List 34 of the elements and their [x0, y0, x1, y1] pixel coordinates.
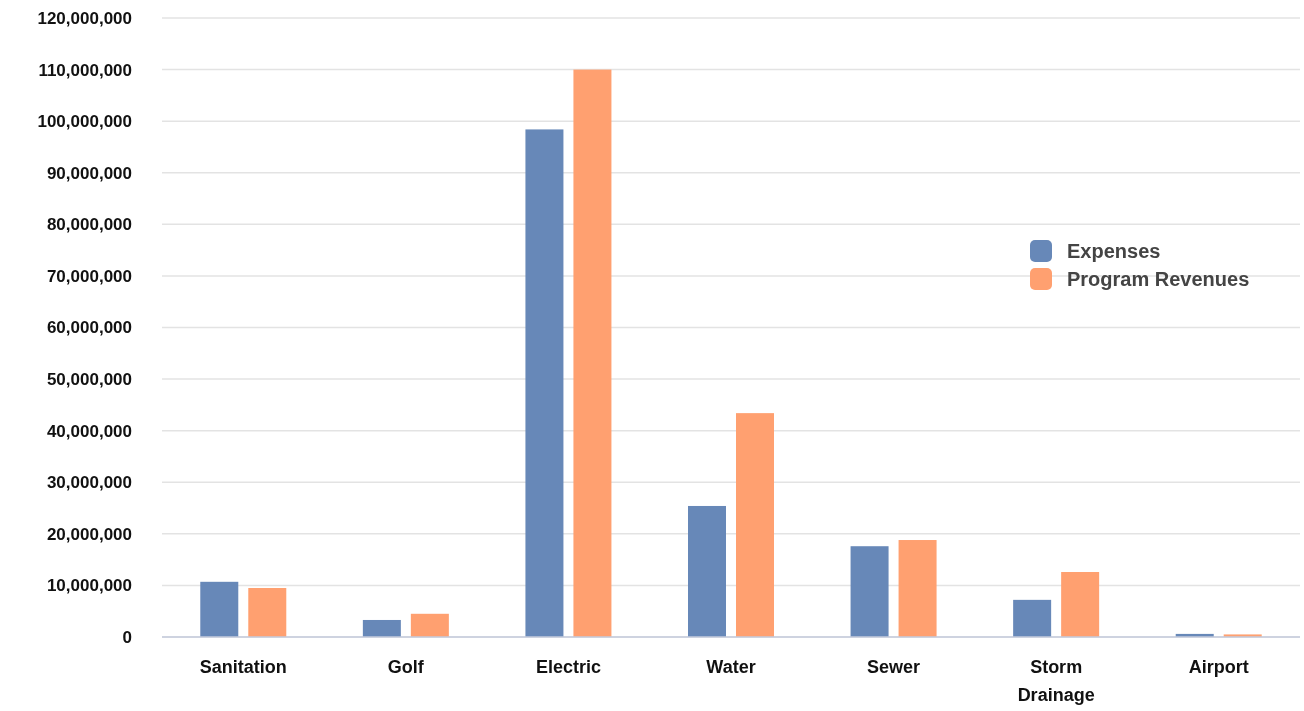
bar	[1061, 572, 1100, 637]
bar	[573, 69, 612, 637]
legend-label: Program Revenues	[1067, 268, 1250, 290]
y-tick-label: 80,000,000	[46, 215, 132, 235]
x-tick-label: Storm Drainage	[1017, 657, 1095, 705]
x-tick-label: Water	[706, 657, 756, 677]
y-tick-label: 100,000,000	[37, 112, 132, 132]
x-tick-label: Sewer	[867, 657, 921, 677]
bar	[736, 413, 774, 637]
y-tick-label: 120,000,000	[37, 8, 132, 28]
bar	[850, 546, 889, 637]
x-tick-label: Electric	[535, 657, 601, 677]
y-tick-label: 30,000,000	[46, 473, 132, 493]
y-tick-label: 40,000,000	[46, 421, 132, 441]
x-tick-label: Golf	[387, 657, 425, 677]
x-tick-label: Sanitation	[199, 657, 287, 677]
y-tick-label: 90,000,000	[46, 163, 132, 183]
legend-label: Expenses	[1067, 240, 1161, 262]
y-tick-label: 70,000,000	[46, 266, 132, 286]
bar	[688, 505, 726, 637]
y-tick-label: 50,000,000	[46, 370, 132, 390]
y-tick-label: 110,000,000	[38, 60, 132, 80]
bar	[898, 540, 937, 637]
bar	[525, 129, 564, 637]
bar	[200, 581, 239, 637]
y-tick-label: 60,000,000	[46, 318, 132, 338]
y-tick-label: 0	[122, 627, 132, 647]
x-tick-label: Airport	[1188, 657, 1249, 677]
bar	[362, 619, 401, 637]
bar	[1013, 599, 1052, 637]
bar	[248, 588, 287, 637]
y-tick-label: 10,000,000	[46, 576, 132, 596]
bar	[410, 613, 449, 637]
y-tick-label: 20,000,000	[46, 524, 132, 544]
